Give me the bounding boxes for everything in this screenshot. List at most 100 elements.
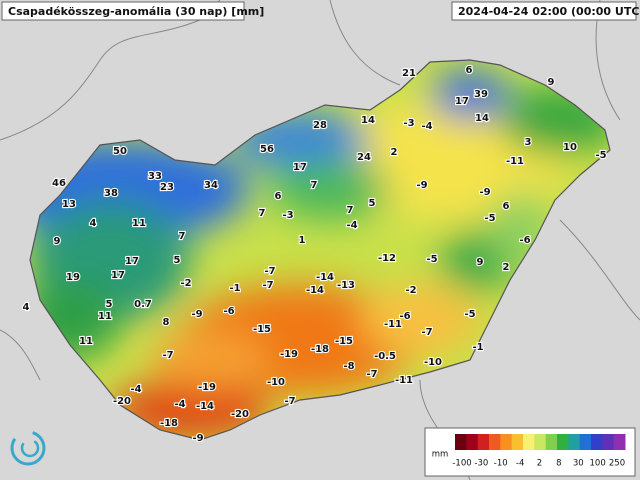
station-value: 6 xyxy=(275,191,282,202)
legend-colorbar xyxy=(455,434,626,450)
legend-label: 100 xyxy=(590,459,606,469)
station-value: 13 xyxy=(62,199,76,210)
colorbar-swatch xyxy=(568,434,581,450)
legend-label: 8 xyxy=(556,459,561,469)
station-value: -7 xyxy=(264,266,275,277)
station-value: -5 xyxy=(426,254,437,265)
colorbar-swatch xyxy=(557,434,569,450)
colorbar-swatch xyxy=(511,434,524,450)
colorbar-swatch xyxy=(545,434,558,450)
station-value: 6 xyxy=(466,65,473,76)
legend-labels: -100 -30 -10 -4 2 8 30 100 250 xyxy=(452,459,625,469)
colorbar-swatch xyxy=(579,434,592,450)
legend-label: 30 xyxy=(573,459,584,469)
station-value: -11 xyxy=(506,156,524,167)
station-value: -7 xyxy=(162,350,173,361)
station-value: -12 xyxy=(378,253,396,264)
timestamp: 2024-04-24 02:00 (00:00 UTC) xyxy=(458,5,640,18)
station-value: 19 xyxy=(66,272,80,283)
station-value: 4 xyxy=(90,218,97,229)
station-value: -3 xyxy=(282,210,293,221)
station-value: 17 xyxy=(111,270,125,281)
station-value: -2 xyxy=(405,285,416,296)
station-value: 2 xyxy=(503,262,510,273)
station-value: 0.7 xyxy=(134,299,152,310)
station-value: 7 xyxy=(259,208,266,219)
station-value: 1 xyxy=(299,235,306,246)
station-value: 7 xyxy=(311,180,318,191)
station-value: -4 xyxy=(346,220,357,231)
station-value: 5 xyxy=(369,198,376,209)
legend-label: -10 xyxy=(494,459,508,469)
title-box xyxy=(1,1,245,21)
legend-label: -100 xyxy=(452,459,471,469)
station-value: -7 xyxy=(366,369,377,380)
station-value: 11 xyxy=(98,311,112,322)
station-value: 17 xyxy=(455,96,469,107)
station-value: -13 xyxy=(337,280,355,291)
station-value: -15 xyxy=(253,324,271,335)
station-value: 11 xyxy=(79,336,93,347)
station-value: 50 xyxy=(113,146,127,157)
station-value: 5 xyxy=(106,299,113,310)
station-value: -15 xyxy=(335,336,353,347)
station-value: 9 xyxy=(54,236,61,247)
station-value: 34 xyxy=(204,180,218,191)
station-value: 10 xyxy=(563,142,577,153)
station-value: -20 xyxy=(113,396,131,407)
legend-unit: mm xyxy=(432,450,449,460)
station-value: -6 xyxy=(223,306,234,317)
station-value: 38 xyxy=(104,188,118,199)
station-value: -14 xyxy=(306,285,324,296)
timestamp-box xyxy=(451,1,637,21)
station-value: 39 xyxy=(474,89,488,100)
station-value: -5 xyxy=(484,213,495,224)
station-value: -14 xyxy=(316,272,334,283)
colorbar-swatch xyxy=(534,434,547,450)
country-border xyxy=(29,59,611,441)
station-value: -5 xyxy=(595,150,606,161)
colorbar-swatch xyxy=(477,434,490,450)
station-value: -18 xyxy=(160,418,178,429)
legend-label: -4 xyxy=(516,459,524,469)
station-value: -8 xyxy=(343,361,354,372)
station-value: 21 xyxy=(402,68,416,79)
station-value: -9 xyxy=(192,433,203,444)
colorbar-swatch xyxy=(466,434,479,450)
station-value: -7 xyxy=(284,396,295,407)
station-value: 8 xyxy=(163,317,170,328)
station-value: -6 xyxy=(519,235,530,246)
station-value: 6 xyxy=(503,201,510,212)
station-value: 7 xyxy=(347,205,354,216)
station-value: 24 xyxy=(357,152,371,163)
station-value: -9 xyxy=(479,187,490,198)
station-value: 14 xyxy=(361,115,375,126)
station-value: -20 xyxy=(231,409,249,420)
station-value: 46 xyxy=(52,178,66,189)
station-value: -7 xyxy=(262,280,273,291)
logo xyxy=(10,430,46,466)
station-value: -3 xyxy=(403,118,414,129)
station-value: -1 xyxy=(229,283,240,294)
colorbar-swatch xyxy=(591,434,603,450)
station-value: -1 xyxy=(472,342,483,353)
station-value: -11 xyxy=(395,375,413,386)
legend-label: 2 xyxy=(537,459,542,469)
station-value: -0.5 xyxy=(374,351,396,362)
title: Csapadékösszeg-anomália (30 nap) [mm] xyxy=(8,5,264,18)
colorbar-swatch xyxy=(500,434,513,450)
station-value: 28 xyxy=(313,120,327,131)
station-value: -9 xyxy=(191,309,202,320)
station-value: -10 xyxy=(424,357,442,368)
station-value: 56 xyxy=(260,144,274,155)
station-value: 9 xyxy=(477,257,484,268)
station-value: -4 xyxy=(421,121,432,132)
station-value: 14 xyxy=(475,113,489,124)
station-value: 17 xyxy=(293,162,307,173)
station-value: -9 xyxy=(416,180,427,191)
station-value: 23 xyxy=(160,182,174,193)
station-value: 9 xyxy=(548,77,555,88)
